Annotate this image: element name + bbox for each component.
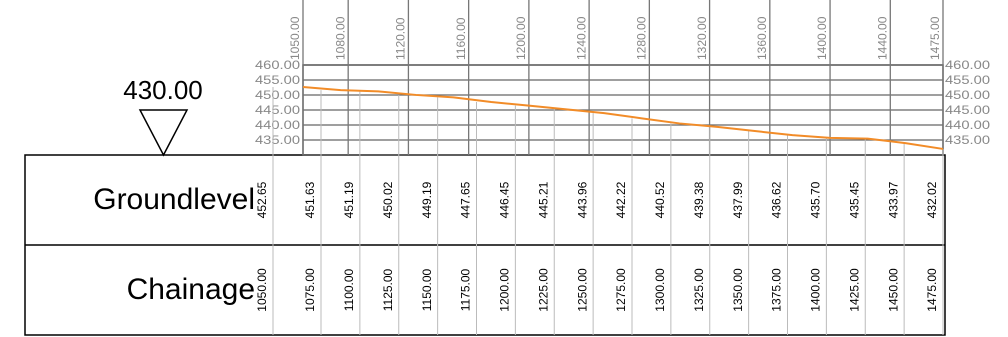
y-tick-label: 455.00	[255, 73, 300, 87]
x-tick-label: 1280.00	[635, 16, 649, 60]
value-label: 449.19	[420, 181, 434, 218]
x-tick-label: 1120.00	[394, 17, 408, 60]
y-tick-label: 455.00	[945, 73, 990, 87]
value-label: 436.62	[770, 181, 784, 218]
y-tick-label: 445.00	[255, 103, 300, 117]
chainage-label: 1200.00	[498, 268, 512, 312]
value-label: 433.97	[886, 181, 900, 218]
chainage-label: 1050.00	[255, 268, 269, 312]
y-tick-label: 460.00	[255, 58, 300, 72]
row-label: Groundlevel	[93, 183, 255, 216]
chainage-label: 1100.00	[342, 268, 356, 311]
chainage-label: 1400.00	[809, 268, 823, 312]
chainage-label: 1075.00	[303, 268, 317, 312]
x-tick-label: 1200.00	[514, 16, 528, 60]
y-tick-label: 460.00	[945, 58, 990, 72]
value-label: 452.65	[255, 181, 269, 218]
value-label: 432.02	[925, 181, 939, 218]
ground-line	[302, 86, 944, 150]
value-label: 450.02	[381, 181, 395, 218]
value-label: 451.19	[342, 181, 356, 218]
x-tick-label: 1400.00	[815, 16, 829, 60]
value-label: 437.99	[731, 181, 745, 218]
value-label: 447.65	[459, 181, 473, 218]
x-tick-label: 1320.00	[695, 16, 709, 60]
chainage-label: 1375.00	[770, 268, 784, 312]
y-tick-label: 440.00	[255, 118, 300, 132]
chainage-label: 1350.00	[731, 268, 745, 312]
chainage-label: 1250.00	[575, 268, 589, 312]
chainage-label: 1300.00	[653, 268, 667, 312]
y-tick-label: 435.00	[255, 133, 300, 147]
datum-triangle	[138, 109, 189, 157]
chainage-label: 1450.00	[886, 268, 900, 312]
x-tick-label: 1050.00	[288, 16, 302, 60]
chainage-label: 1275.00	[614, 268, 628, 312]
row-label: Chainage	[127, 273, 255, 306]
value-label: 440.52	[653, 181, 667, 218]
x-tick-label: 1160.00	[454, 17, 468, 60]
value-label: 446.45	[498, 181, 512, 218]
value-label: 435.45	[847, 181, 861, 218]
chainage-label: 1325.00	[692, 268, 706, 312]
value-label: 443.96	[575, 181, 589, 218]
y-tick-label: 450.00	[255, 88, 300, 102]
x-tick-label: 1440.00	[875, 16, 889, 60]
x-tick-label: 1475.00	[928, 16, 942, 60]
value-label: 442.22	[614, 181, 628, 218]
y-tick-label: 440.00	[945, 118, 990, 132]
chainage-label: 1225.00	[536, 268, 550, 312]
value-label: 451.63	[303, 181, 317, 218]
chainage-label: 1475.00	[925, 268, 939, 312]
value-label: 435.70	[809, 181, 823, 218]
chainage-label: 1150.00	[420, 268, 434, 311]
y-tick-label: 445.00	[945, 103, 990, 117]
y-tick-label: 450.00	[945, 88, 990, 102]
x-tick-label: 1080.00	[333, 16, 347, 60]
chainage-label: 1125.00	[381, 268, 395, 311]
chainage-label: 1425.00	[847, 268, 861, 312]
datum-label: 430.00	[123, 75, 203, 105]
x-tick-label: 1240.00	[574, 16, 588, 60]
value-label: 445.21	[536, 181, 550, 218]
value-label: 439.38	[692, 181, 706, 218]
y-tick-label: 435.00	[945, 133, 990, 147]
chainage-label: 1175.00	[459, 268, 473, 311]
x-tick-label: 1360.00	[755, 16, 769, 60]
